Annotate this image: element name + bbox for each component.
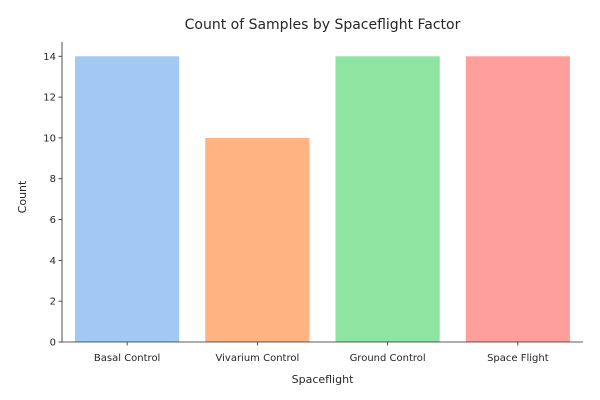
bars-group xyxy=(75,56,570,343)
y-tick-label: 14 xyxy=(43,52,56,63)
x-tick-label: Space Flight xyxy=(487,353,549,364)
x-tick-label: Vivarium Control xyxy=(216,353,300,364)
x-axis: Basal Control Vivarium Control Ground Cont… xyxy=(62,341,583,364)
bar-basal-control xyxy=(75,56,180,343)
x-tick-label: Basal Control xyxy=(94,353,160,364)
y-axis-label: Count xyxy=(16,180,29,213)
y-tick-label: 12 xyxy=(43,93,56,104)
bar-vivarium-control xyxy=(205,137,310,342)
y-tick-label: 2 xyxy=(50,297,56,308)
bar-space-flight xyxy=(465,56,570,343)
y-tick-label: 6 xyxy=(50,215,56,226)
x-axis-label: Spaceflight xyxy=(292,373,354,386)
y-tick-label: 8 xyxy=(50,174,56,185)
y-axis: 0 2 4 6 8 10 12 14 xyxy=(43,42,63,349)
bar-ground-control xyxy=(335,56,440,343)
y-tick-label: 4 xyxy=(50,256,56,267)
chart-title: Count of Samples by Spaceflight Factor xyxy=(185,17,461,33)
y-tick-label: 10 xyxy=(43,133,56,144)
y-tick-label: 0 xyxy=(50,338,56,349)
x-tick-label: Ground Control xyxy=(350,353,426,364)
